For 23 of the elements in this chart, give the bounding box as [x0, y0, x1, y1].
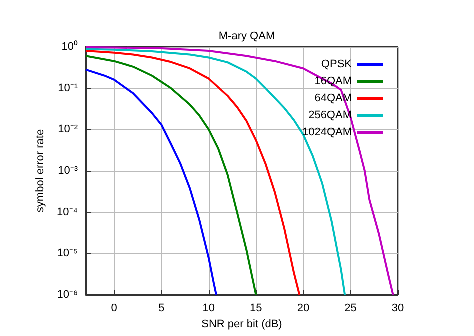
chart-title: M-ary QAM — [218, 30, 276, 42]
x-tick-label: 10 — [202, 302, 216, 314]
x-tick-label: 20 — [297, 302, 310, 314]
y-axis-title: symbol error rate — [34, 129, 46, 213]
x-tick-label: 15 — [250, 302, 262, 314]
line-series — [85, 50, 301, 296]
y-tick-label: 10⁰ — [62, 40, 78, 53]
y-tick-label: 10⁻³ — [58, 165, 78, 177]
x-tick-label: 5 — [158, 302, 165, 314]
y-tick-label: 10⁻⁶ — [57, 289, 78, 301]
x-axis-title: SNR per bit (dB) — [202, 318, 282, 330]
x-tick-label: 0 — [111, 302, 118, 314]
x-tick-label: 25 — [344, 302, 357, 314]
legend-label: 1024QAM — [302, 126, 352, 138]
y-tick-label: 10⁻⁵ — [57, 248, 78, 260]
line-series — [85, 55, 258, 296]
y-tick-label: 10⁻⁴ — [57, 206, 78, 218]
line-series — [85, 68, 218, 296]
legend-label: QPSK — [321, 58, 353, 70]
y-tick-label: 10⁻² — [58, 124, 78, 136]
y-tick-label: 10⁻¹ — [58, 82, 78, 94]
line-series — [85, 46, 394, 296]
x-tick-label: 30 — [392, 302, 404, 314]
